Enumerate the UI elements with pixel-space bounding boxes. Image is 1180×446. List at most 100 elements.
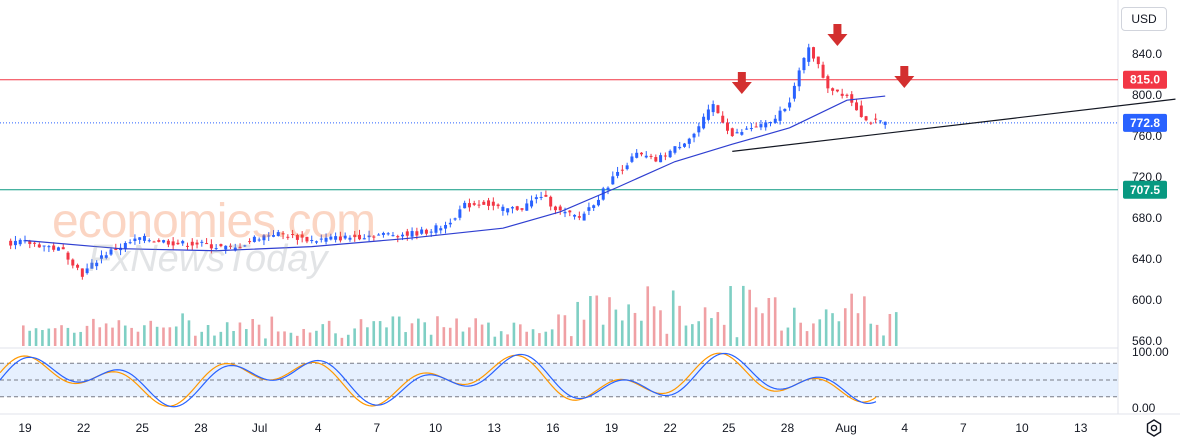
candle-body xyxy=(749,128,753,130)
support-price-badge xyxy=(1123,180,1167,199)
candle-body xyxy=(606,187,610,190)
candle-body xyxy=(171,241,175,246)
candle-body xyxy=(501,206,505,211)
candle-body xyxy=(80,268,84,277)
candle-body xyxy=(329,236,333,240)
volume-bar xyxy=(174,326,178,346)
volume-bar xyxy=(79,331,82,346)
last-price-badge xyxy=(1123,113,1167,132)
resistance-price-badge xyxy=(1123,70,1167,89)
down-arrow-head xyxy=(894,76,915,88)
volume-bar xyxy=(289,332,293,346)
volume-bar xyxy=(334,333,337,346)
candle-body xyxy=(66,252,70,260)
volume-bar xyxy=(468,327,471,346)
volume-bar xyxy=(270,316,274,346)
last-price-badge-label: 772.8 xyxy=(1130,116,1160,130)
candle-body xyxy=(534,197,538,200)
candle-body xyxy=(673,146,677,153)
down-arrow-shaft xyxy=(900,66,909,76)
candle-body xyxy=(869,122,873,124)
candle-body xyxy=(415,231,419,236)
volume-bar xyxy=(716,312,720,346)
candle-body xyxy=(807,47,811,62)
time-tick-label: 10 xyxy=(429,421,443,435)
candle-body xyxy=(663,155,667,157)
volume-bar xyxy=(219,331,223,346)
candle-body xyxy=(778,110,782,121)
volume-bar xyxy=(493,336,497,346)
volume-bar xyxy=(576,301,579,346)
volume-bar xyxy=(856,313,860,346)
candle-body xyxy=(625,165,629,170)
candle-body xyxy=(109,249,113,255)
candle-body xyxy=(37,244,41,248)
candle-body xyxy=(56,247,60,251)
candle-body xyxy=(482,201,486,205)
candle-body xyxy=(114,248,118,251)
candle-body xyxy=(142,235,146,241)
currency-selector[interactable]: USD xyxy=(1121,7,1167,31)
volume-bar xyxy=(66,327,70,346)
candle-body xyxy=(424,229,428,234)
candle-body xyxy=(687,138,691,144)
candle-body xyxy=(592,205,596,208)
volume-bar xyxy=(780,330,783,346)
candle-body xyxy=(76,264,80,268)
candle-body xyxy=(659,155,663,163)
volume-bar xyxy=(640,320,643,346)
candle-body xyxy=(792,85,796,99)
settings-gear-icon[interactable] xyxy=(1144,418,1164,438)
volume-bar xyxy=(875,324,879,346)
volume-bar xyxy=(257,324,261,346)
down-arrow-shaft xyxy=(737,72,746,82)
candle-body xyxy=(620,169,624,171)
candle-body xyxy=(195,242,199,245)
volume-bar xyxy=(123,325,127,346)
volume-bar xyxy=(187,320,191,346)
candle-body xyxy=(439,228,443,231)
volume-bar xyxy=(397,316,401,346)
candle-body xyxy=(682,143,686,147)
candle-body xyxy=(477,204,481,206)
price-tick-label: 760.0 xyxy=(1132,129,1162,143)
candle-body xyxy=(773,118,777,123)
candle-body xyxy=(348,237,352,240)
volume-bar xyxy=(34,328,38,346)
candle-body xyxy=(133,238,137,242)
volume-bar xyxy=(308,332,312,346)
candle-body xyxy=(181,241,185,244)
volume-bar xyxy=(378,321,382,346)
volume-bar xyxy=(359,319,363,346)
volume-bar xyxy=(671,290,675,346)
volume-bar xyxy=(519,324,522,346)
volume-bar xyxy=(162,327,165,346)
candle-body xyxy=(377,234,381,236)
candle-body xyxy=(300,234,304,238)
candle-body xyxy=(358,234,362,240)
volume-bar xyxy=(684,325,688,346)
candle-body xyxy=(520,208,524,210)
candle-body xyxy=(219,244,223,247)
volume-bar xyxy=(563,315,567,346)
candle-body xyxy=(874,118,878,120)
volume-bar xyxy=(225,322,229,346)
candle-body xyxy=(573,214,577,217)
volume-bar xyxy=(194,335,197,346)
volume-bar xyxy=(512,322,516,346)
time-tick-label: 22 xyxy=(663,421,677,435)
candle-body xyxy=(305,236,309,242)
candle-body xyxy=(185,245,189,247)
candle-body xyxy=(157,240,161,242)
candle-body xyxy=(826,76,830,89)
price-tick-label: 720.0 xyxy=(1132,170,1162,184)
volume-bar xyxy=(181,313,184,346)
volume-bar xyxy=(353,328,356,346)
candle-body xyxy=(716,105,720,114)
candle-body xyxy=(429,231,433,233)
candle-body xyxy=(18,239,22,245)
volume-bar xyxy=(143,325,146,346)
candle-body xyxy=(243,245,247,247)
